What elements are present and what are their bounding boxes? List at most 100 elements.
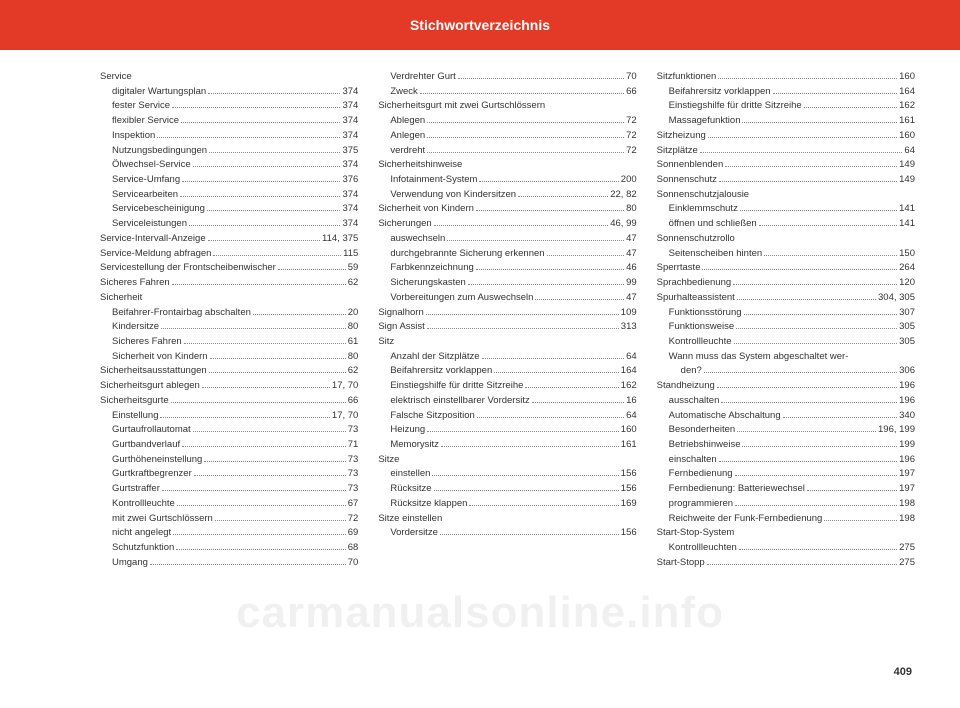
index-entry: Falsche Sitzposition64 [378, 409, 636, 424]
index-entry: nicht angelegt69 [100, 526, 358, 541]
index-entry-leader [182, 440, 346, 447]
index-entry: Sicherheit [100, 291, 358, 306]
index-entry-label: Sicherungskasten [390, 276, 466, 291]
index-entry-label: Sicherheitsgurte [100, 394, 169, 409]
index-entry-leader [479, 175, 618, 182]
index-entry: Sign Assist313 [378, 320, 636, 335]
index-entry-label: Rücksitze klappen [390, 497, 467, 512]
index-entry-page: 196 [899, 379, 915, 394]
index-entry: Betriebshinweise199 [657, 438, 915, 453]
index-entry-leader [736, 323, 897, 330]
index-entry-label: einschalten [669, 453, 717, 468]
index-entry-leader [172, 278, 346, 285]
index-entry-label: auswechseln [390, 232, 445, 247]
index-entry-leader [734, 337, 898, 344]
index-entry-page: 161 [899, 114, 915, 129]
index-entry-leader [482, 352, 625, 359]
index-entry: Umgang70 [100, 556, 358, 571]
index-entry-page: 156 [621, 467, 637, 482]
index-entry-leader [718, 72, 897, 79]
index-entry-leader [210, 352, 346, 359]
index-entry-label: Anlegen [390, 129, 425, 144]
index-entry: Sitz [378, 335, 636, 350]
index-entry-page: 114, 375 [322, 232, 358, 247]
index-entry-label: Start-Stop-System [657, 526, 735, 541]
index-entry: Heizung160 [378, 423, 636, 438]
index-entry-leader [739, 543, 897, 550]
index-entry-page: 169 [621, 497, 637, 512]
index-entry: Standheizung196 [657, 379, 915, 394]
index-entry-label: Funktionsweise [669, 320, 734, 335]
index-entry: Spurhalteassistent304, 305 [657, 291, 915, 306]
index-entry-leader [518, 190, 608, 197]
index-entry: Beifahrersitz vorklappen164 [378, 364, 636, 379]
index-entry-label: Sitz [378, 335, 394, 350]
index-entry: Kontrollleuchte67 [100, 497, 358, 512]
index-entry-leader [447, 234, 624, 241]
index-entry: Zweck66 [378, 85, 636, 100]
index-entry-leader [764, 249, 897, 256]
index-entry-page: 149 [899, 173, 915, 188]
index-entry-page: 46 [626, 261, 637, 276]
index-entry: Kontrollleuchte305 [657, 335, 915, 350]
index-entry-leader [204, 455, 345, 462]
index-entry-label: Sicherheitshinweise [378, 158, 462, 173]
index-entry-label: Kindersitze [112, 320, 159, 335]
index-entry-page: 162 [899, 99, 915, 114]
index-entry: Memorysitz161 [378, 438, 636, 453]
index-entry-page: 61 [348, 335, 359, 350]
index-entry: Sicheres Fahren62 [100, 276, 358, 291]
index-entry-page: 70 [626, 70, 637, 85]
index-entry-label: Fernbedienung: Batteriewechsel [669, 482, 805, 497]
index-entry: Sitzfunktionen160 [657, 70, 915, 85]
index-entry-page: 72 [626, 144, 637, 159]
index-entry: Service-Umfang376 [100, 173, 358, 188]
index-entry-leader [182, 175, 340, 182]
index-entry: Servicebescheinigung374 [100, 202, 358, 217]
index-entry-page: 99 [626, 276, 637, 291]
index-entry-leader [180, 190, 340, 197]
index-entry-page: 115 [343, 247, 358, 262]
index-entry-page: 17, 70 [332, 409, 358, 424]
index-entry-page: 80 [348, 320, 359, 335]
index-entry-leader [700, 146, 903, 153]
index-entry-page: 374 [342, 129, 358, 144]
index-entry-label: Start-Stopp [657, 556, 705, 571]
index-entry: Besonderheiten196, 199 [657, 423, 915, 438]
index-entry-label: Nutzungsbedingungen [112, 144, 207, 159]
index-entry: Sicherungskasten 99 [378, 276, 636, 291]
index-entry: Sonnenschutzrollo [657, 232, 915, 247]
index-entry-label: nicht angelegt [112, 526, 171, 541]
index-entry: Ablegen72 [378, 114, 636, 129]
index-entry-page: 375 [342, 144, 358, 159]
index-entry: Einstiegshilfe für dritte Sitzreihe162 [378, 379, 636, 394]
index-entry-label: Infotainment-System [390, 173, 477, 188]
index-entry-page: 80 [348, 350, 359, 365]
index-entry-page: 164 [621, 364, 637, 379]
index-entry-page: 305 [899, 320, 915, 335]
index-entry-leader [773, 87, 898, 94]
index-entry-label: Anzahl der Sitzplätze [390, 350, 479, 365]
index-entry-page: 62 [348, 276, 359, 291]
index-entry: Sitzheizung160 [657, 129, 915, 144]
index-entry: Verdrehter Gurt70 [378, 70, 636, 85]
index-entry-page: 80 [626, 202, 637, 217]
index-entry-label: Sonnenschutzrollo [657, 232, 735, 247]
index-entry-page: 72 [626, 129, 637, 144]
index-entry-page: 306 [899, 364, 915, 379]
index-entry-leader [177, 499, 346, 506]
index-entry-leader [193, 426, 346, 433]
index-entry-page: 64 [626, 409, 637, 424]
index-entry: durchgebrannte Sicherung erkennen47 [378, 247, 636, 262]
index-entry-label: Sitzplätze [657, 144, 698, 159]
index-entry: Sicherheit von Kindern80 [100, 350, 358, 365]
index-entry-leader [740, 205, 897, 212]
index-entry-leader [469, 499, 618, 506]
index-entry: Rücksitze156 [378, 482, 636, 497]
index-entry-page: 72 [626, 114, 637, 129]
index-entry-leader [547, 249, 625, 256]
index-entry-page: 374 [342, 217, 358, 232]
index-entry: verdreht72 [378, 144, 636, 159]
index-entry: Inspektion374 [100, 129, 358, 144]
index-entry-leader [702, 264, 897, 271]
